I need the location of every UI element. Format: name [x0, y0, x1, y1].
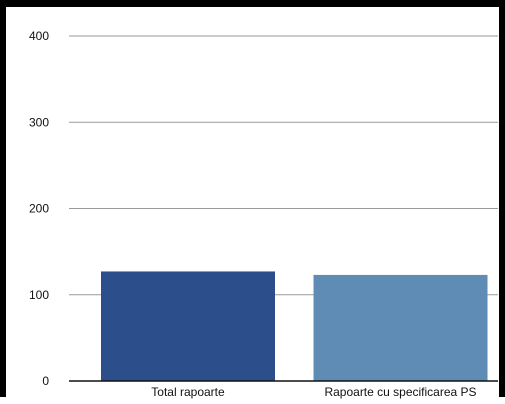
bar: [101, 271, 275, 381]
y-axis-tick-labels: 0 100 200 300 400: [29, 29, 49, 388]
y-tick-label: 100: [29, 288, 49, 302]
x-category-label: Total rapoarte: [151, 385, 225, 399]
y-tick-label: 300: [29, 115, 49, 129]
x-category-label: Rapoarte cu specificarea PS: [324, 385, 476, 399]
y-tick-label: 0: [42, 374, 49, 388]
bar-chart: 0 100 200 300 400 Total rapoarte Rapoarte cu …: [29, 29, 498, 399]
bar: [313, 274, 488, 381]
x-axis-category-labels: Total rapoarte Rapoarte cu specificarea P…: [151, 385, 476, 399]
y-tick-label: 400: [29, 29, 49, 43]
y-tick-label: 200: [29, 202, 49, 216]
bars: [101, 271, 488, 381]
gridlines: [69, 35, 498, 296]
